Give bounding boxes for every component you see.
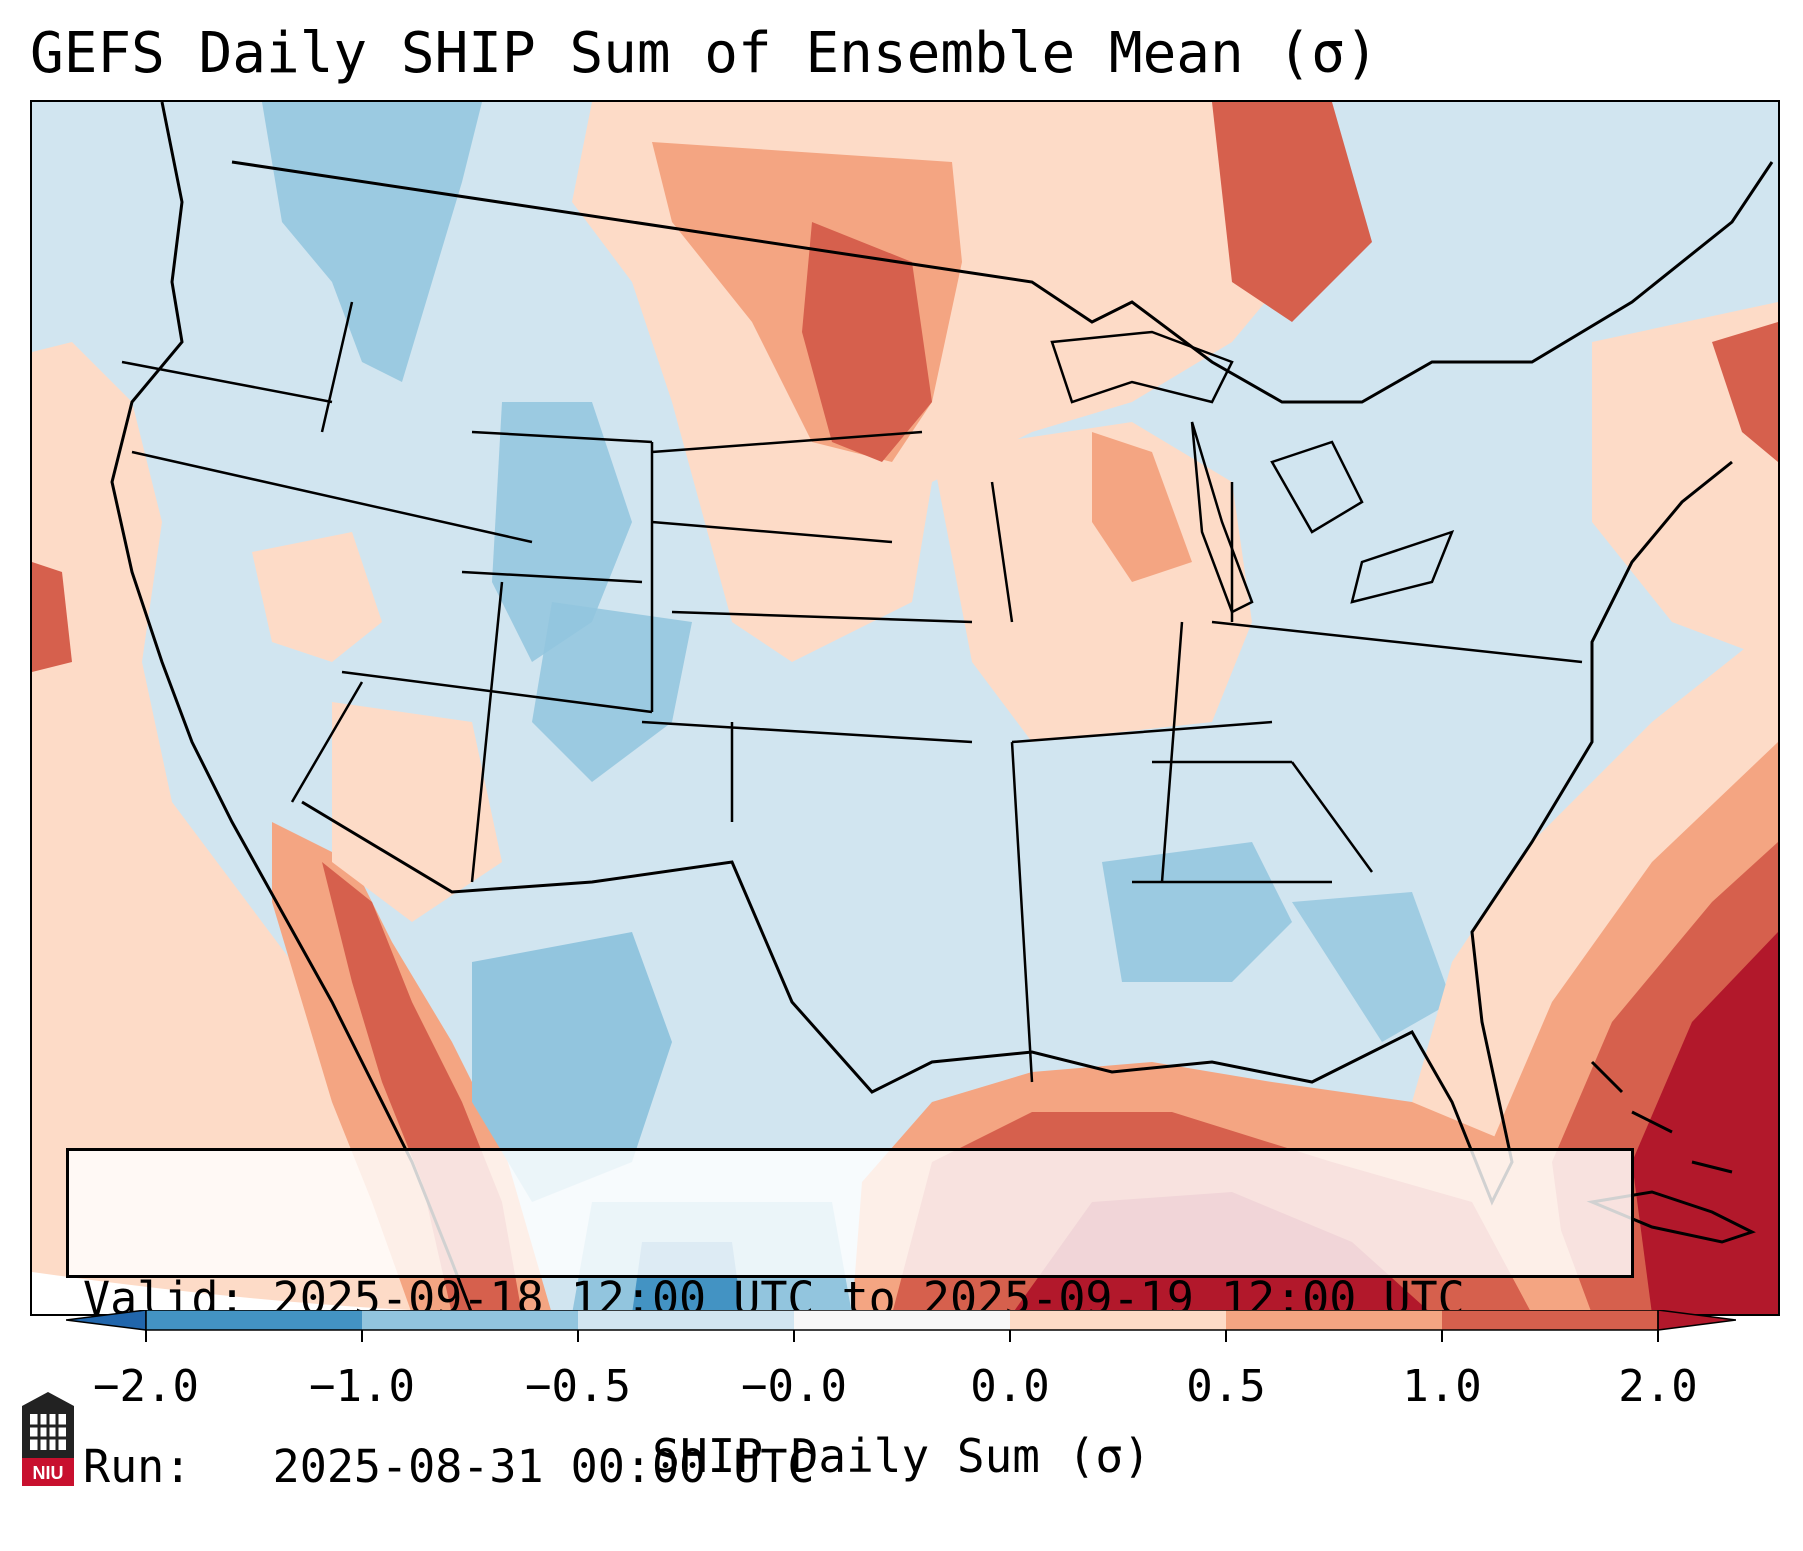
colorbar-tick-label: −2.0 xyxy=(93,1361,199,1412)
colorbar-bin-neg2-neg1 xyxy=(146,1310,362,1330)
colorbar-bin-neg05-0 xyxy=(578,1310,794,1330)
georgia-florida-cool xyxy=(1292,892,1452,1042)
cuba-outline xyxy=(1586,1190,1756,1244)
northern-rockies-cool xyxy=(262,102,482,382)
great-basin-anomaly xyxy=(252,532,382,662)
colorbar-tick-label: 2.0 xyxy=(1618,1361,1698,1412)
pacific-warm-anomaly xyxy=(32,342,512,1314)
colorbar-over-extend xyxy=(1657,1310,1736,1331)
colorbar-tick-label: −0.0 xyxy=(741,1361,847,1412)
colorbar xyxy=(66,1310,1736,1342)
great-lakes xyxy=(1050,330,1455,614)
deep-south-cool xyxy=(1102,842,1292,982)
southwest-anomaly xyxy=(332,702,502,922)
run-label: Run: xyxy=(83,1440,192,1493)
run-line: Run: 2025-08-31 00:00 UTC xyxy=(83,1439,1617,1495)
colorbar-ticks xyxy=(145,1330,1659,1342)
colorbar-tick-label: 1.0 xyxy=(1402,1361,1482,1412)
pacific-coastline xyxy=(110,102,474,1314)
state-boundaries xyxy=(121,301,1583,1083)
colorbar-bin-1-2 xyxy=(1442,1310,1658,1330)
niu-logo-icon: NIU xyxy=(22,1392,74,1486)
map-title: GEFS Daily SHIP Sum of Ensemble Mean (σ) xyxy=(30,21,1379,86)
colorbar-bin-zero xyxy=(794,1310,1010,1330)
outside-domain xyxy=(32,1272,552,1314)
pacific-coast-anomaly xyxy=(32,562,72,672)
dakotas-strong-warm xyxy=(802,222,932,462)
ontario-strong-warm xyxy=(1212,102,1372,322)
colorbar-tick-label: 0.0 xyxy=(970,1361,1050,1412)
map-canvas xyxy=(32,102,1778,1314)
logo-text: NIU xyxy=(33,1463,64,1483)
colorbar-under-extend xyxy=(66,1310,147,1331)
northern-border xyxy=(231,160,1774,404)
colorbar-bin-0-05 xyxy=(1010,1310,1226,1330)
valid-run-info-box: Valid: 2025-09-18 12:00 UTC to 2025-09-1… xyxy=(66,1148,1634,1493)
colorbar-outline xyxy=(145,1310,1659,1331)
mexico-cool xyxy=(472,932,672,1202)
maritimes-strong-warm xyxy=(1712,322,1778,462)
midwest-warm xyxy=(932,422,1252,742)
atlantic-extreme-warm xyxy=(1632,932,1778,1314)
colorbar-tick-label: −0.5 xyxy=(525,1361,631,1412)
colorbar-label: SHIP Daily Sum (σ) xyxy=(652,1429,1151,1483)
colorbar-bin-neg1-neg05 xyxy=(362,1310,578,1330)
colorbar-tick-label: −1.0 xyxy=(309,1361,415,1412)
wisconsin-warm xyxy=(1092,432,1192,582)
colorbar-bin-05-1 xyxy=(1226,1310,1442,1330)
map-panel[interactable] xyxy=(30,100,1780,1316)
bahamas-outline xyxy=(1590,1060,1733,1174)
colorbar-tick-label: 0.5 xyxy=(1186,1361,1266,1412)
run-value: 2025-08-31 00:00 UTC xyxy=(272,1440,815,1493)
wyoming-cool xyxy=(492,402,632,662)
southern-and-east-coastline xyxy=(301,460,1733,1206)
